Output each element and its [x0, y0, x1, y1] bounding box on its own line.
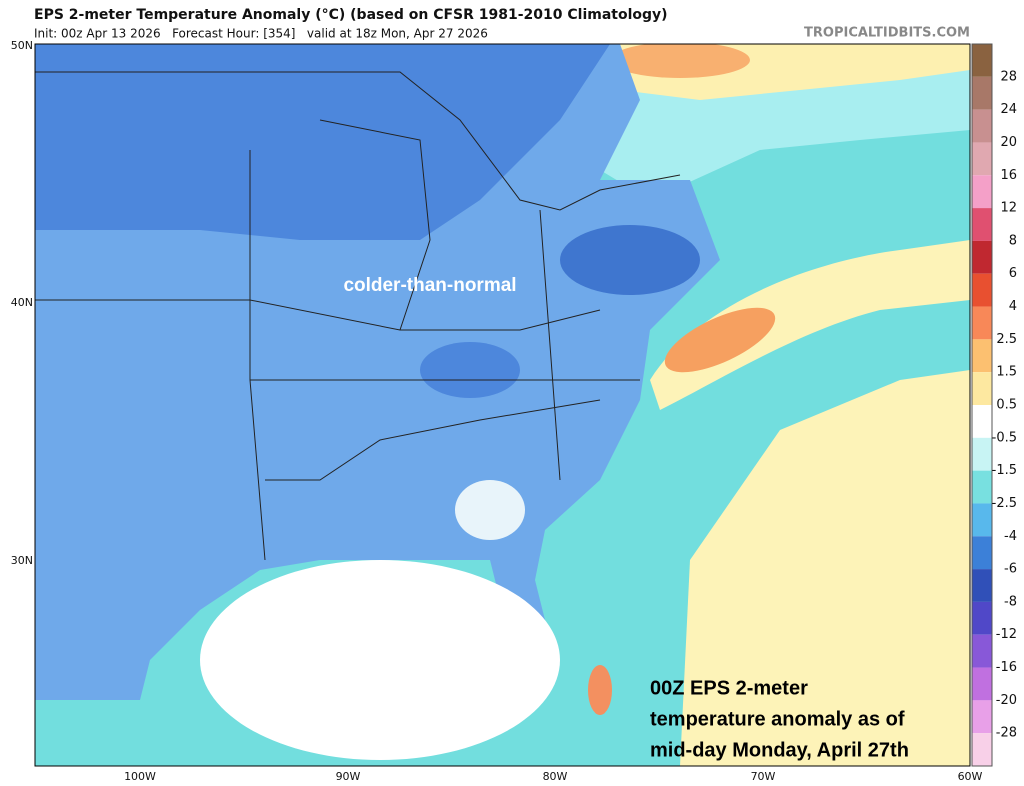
legend-swatch [972, 503, 992, 537]
legend-label: 28 [1000, 69, 1017, 84]
colder-core-2 [420, 342, 520, 398]
legend-label: -12 [996, 627, 1017, 642]
colder-north [35, 44, 610, 240]
watermark: TROPICALTIDBITS.COM [804, 26, 970, 41]
legend-swatch [972, 536, 992, 570]
longitude-label: 60W [958, 770, 983, 783]
region-label: colder-than-normal [343, 275, 516, 296]
legend-label: 20 [1000, 135, 1017, 150]
longitude-label: 80W [543, 770, 568, 783]
legend-swatch [972, 306, 992, 340]
warm-blob [610, 44, 750, 78]
legend-swatch [972, 634, 992, 668]
legend-label: 8 [1009, 233, 1017, 248]
legend-swatch [972, 601, 992, 635]
legend-swatch [972, 109, 992, 143]
legend-swatch [972, 733, 992, 766]
longitude-label: 90W [336, 770, 361, 783]
map-frame [34, 43, 971, 767]
legend-label: 12 [1000, 201, 1017, 216]
legend-swatch [972, 142, 992, 176]
legend-label: -4 [1004, 529, 1017, 544]
legend-swatch [972, 470, 992, 504]
legend-label: -6 [1004, 562, 1017, 577]
warm-band [650, 240, 970, 410]
legend-label: -28 [996, 726, 1017, 741]
legend-label: 6 [1009, 266, 1017, 281]
legend-swatch [972, 667, 992, 701]
caption-line: 00Z EPS 2-meter [650, 677, 808, 699]
warm-core [664, 307, 776, 373]
colder-core [560, 225, 700, 295]
legend-swatch [972, 76, 992, 110]
legend-label: -0.5 [992, 430, 1017, 445]
legend-swatch [972, 240, 992, 274]
warm-atlantic [680, 370, 970, 766]
subtitle: Init: 00z Apr 13 2026 Forecast Hour: [35… [34, 27, 488, 41]
legend-label: -20 [996, 693, 1017, 708]
title: EPS 2-meter Temperature Anomaly (°C) (ba… [34, 7, 668, 23]
caption-line: mid-day Monday, April 27th [650, 739, 909, 761]
longitude-label: 70W [751, 770, 776, 783]
legend-swatch [972, 208, 992, 241]
caption-line: temperature anomaly as of [650, 708, 905, 730]
longitude-label: 100W [124, 770, 156, 783]
legend-label: 24 [1000, 102, 1017, 117]
legend-frame [971, 43, 993, 767]
legend-label: 0.5 [996, 398, 1017, 413]
legend-swatch [972, 339, 992, 373]
cuba-warm [588, 665, 612, 715]
legend-label: 16 [1000, 168, 1017, 183]
latitude-label: 30N [11, 554, 33, 567]
legend-swatch [972, 273, 992, 307]
legend-label: 4 [1009, 299, 1017, 314]
legend-label: -1.5 [992, 463, 1017, 478]
borders [35, 71, 681, 561]
legend-swatch [972, 372, 992, 405]
legend-label: -8 [1004, 594, 1017, 609]
legend-swatch [972, 175, 992, 209]
latitude-label: 40N [11, 296, 33, 309]
latitude-label: 50N [11, 39, 33, 52]
legend-swatch [972, 569, 992, 602]
near-normal [455, 480, 525, 540]
legend-label: -2.5 [992, 496, 1017, 511]
legend-swatch [972, 700, 992, 734]
gulf [200, 560, 560, 760]
legend-label: -16 [996, 660, 1017, 675]
legend-swatch [972, 405, 992, 438]
legend-label: 1.5 [996, 365, 1017, 380]
legend-swatch [972, 437, 992, 471]
legend-swatch [972, 44, 992, 77]
legend-label: 2.5 [996, 332, 1017, 347]
map [34, 43, 971, 767]
